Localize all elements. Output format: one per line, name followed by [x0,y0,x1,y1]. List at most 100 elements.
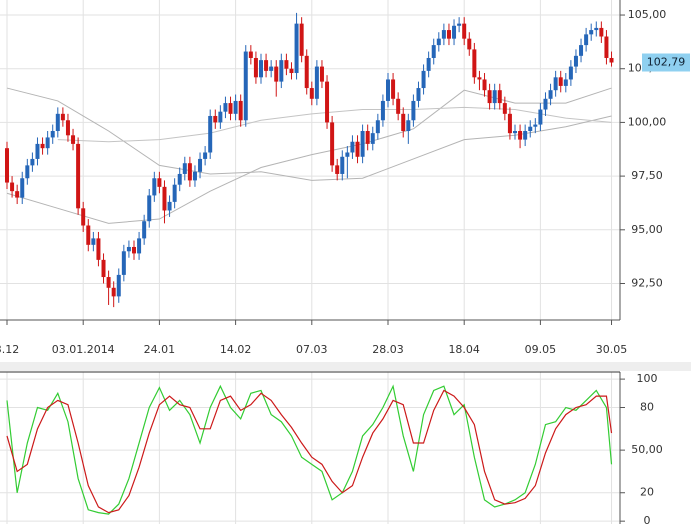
candle-body [548,90,553,99]
x-tick-label: 28.03 [372,343,404,356]
x-tick-label: 07.03 [296,343,328,356]
candle-body [294,23,299,74]
candle-body [340,156,345,174]
candle-body [137,238,142,254]
x-tick-label: 3.12 [0,343,19,356]
candle-body [218,111,223,123]
candle-body [152,178,157,196]
candle-body [279,60,284,82]
candle-body [365,131,370,144]
candle-body [55,113,60,132]
candle-body [538,109,543,125]
candle-body [289,68,294,74]
candle-body [248,51,253,58]
candle-body [457,23,462,26]
candle-body [426,57,431,71]
candle-body [482,79,487,91]
candle-body [487,90,492,104]
candle-body [71,135,76,144]
candle-body [96,238,101,260]
candle-body [563,79,568,86]
candle-body [116,274,121,297]
candle-body [350,141,355,153]
y-tick-label: 100,00 [628,115,667,128]
y-tick-label: 80 [640,401,654,414]
candle-body [558,77,563,86]
candle-body [452,25,457,39]
y-tick-label: 95,00 [631,223,663,236]
candle-body [553,77,558,91]
candle-body [132,246,136,254]
candle-body [396,98,401,114]
candle-body [182,163,187,174]
candle-body [401,113,406,132]
candle-body [604,36,609,58]
candle-body [431,45,436,58]
candle-body [319,66,324,82]
candle-body [579,45,584,56]
candle-body [162,186,167,211]
candle-body [589,30,594,35]
candle-body [213,115,218,123]
candle-body [573,55,578,67]
candle-body [76,143,81,209]
candle-body [513,131,517,134]
candle-body [421,70,426,89]
panel-separator [0,362,691,371]
candle-body [609,57,614,63]
candle-body [192,171,197,181]
candle-body [375,120,380,134]
candle-body [446,30,451,39]
candle-body [25,165,30,179]
candle-body [507,113,512,134]
candle-body [391,79,396,99]
candle-body [543,98,548,110]
candle-body [15,191,20,198]
candle-body [274,66,279,82]
candle-body [462,23,467,39]
candle-body [259,60,263,78]
candle-body [157,178,162,187]
candle-body [599,27,604,37]
candle-body [497,90,502,104]
x-tick-label: 18.04 [448,343,480,356]
candle-body [584,34,589,46]
candle-body [309,88,314,99]
candle-body [238,100,243,121]
candle-body [386,79,390,101]
moving-average [57,106,612,143]
candle-body [203,152,208,159]
y-tick-label: 20 [640,486,654,499]
candle-body [406,120,411,132]
price-label: 102,79 [647,55,686,68]
candle-body [187,163,192,181]
candle-body [121,251,126,275]
candle-body [264,60,269,71]
candle-body [111,287,116,297]
candle-body [436,38,441,46]
candle-body [20,178,25,198]
candle-body [467,38,472,50]
candle-body [533,124,538,127]
candle-body [45,137,50,149]
y-tick-label: 100 [637,372,658,385]
y-tick-label: 92,50 [631,276,663,289]
y-tick-label: 0 [644,514,651,527]
candle-body [345,152,350,157]
candle-body [198,158,203,172]
candle-body [60,113,65,121]
candle-body [441,30,446,39]
candle-body [228,103,233,114]
y-tick-label: 105,00 [628,8,667,21]
candle-body [330,122,335,166]
candle-body [269,66,274,71]
candle-body [299,23,304,56]
candle-body [370,133,375,144]
candle-body [65,120,70,136]
candle-body [172,184,177,202]
candle-body [223,103,228,112]
candle-body [360,131,365,157]
candle-body [142,221,147,239]
